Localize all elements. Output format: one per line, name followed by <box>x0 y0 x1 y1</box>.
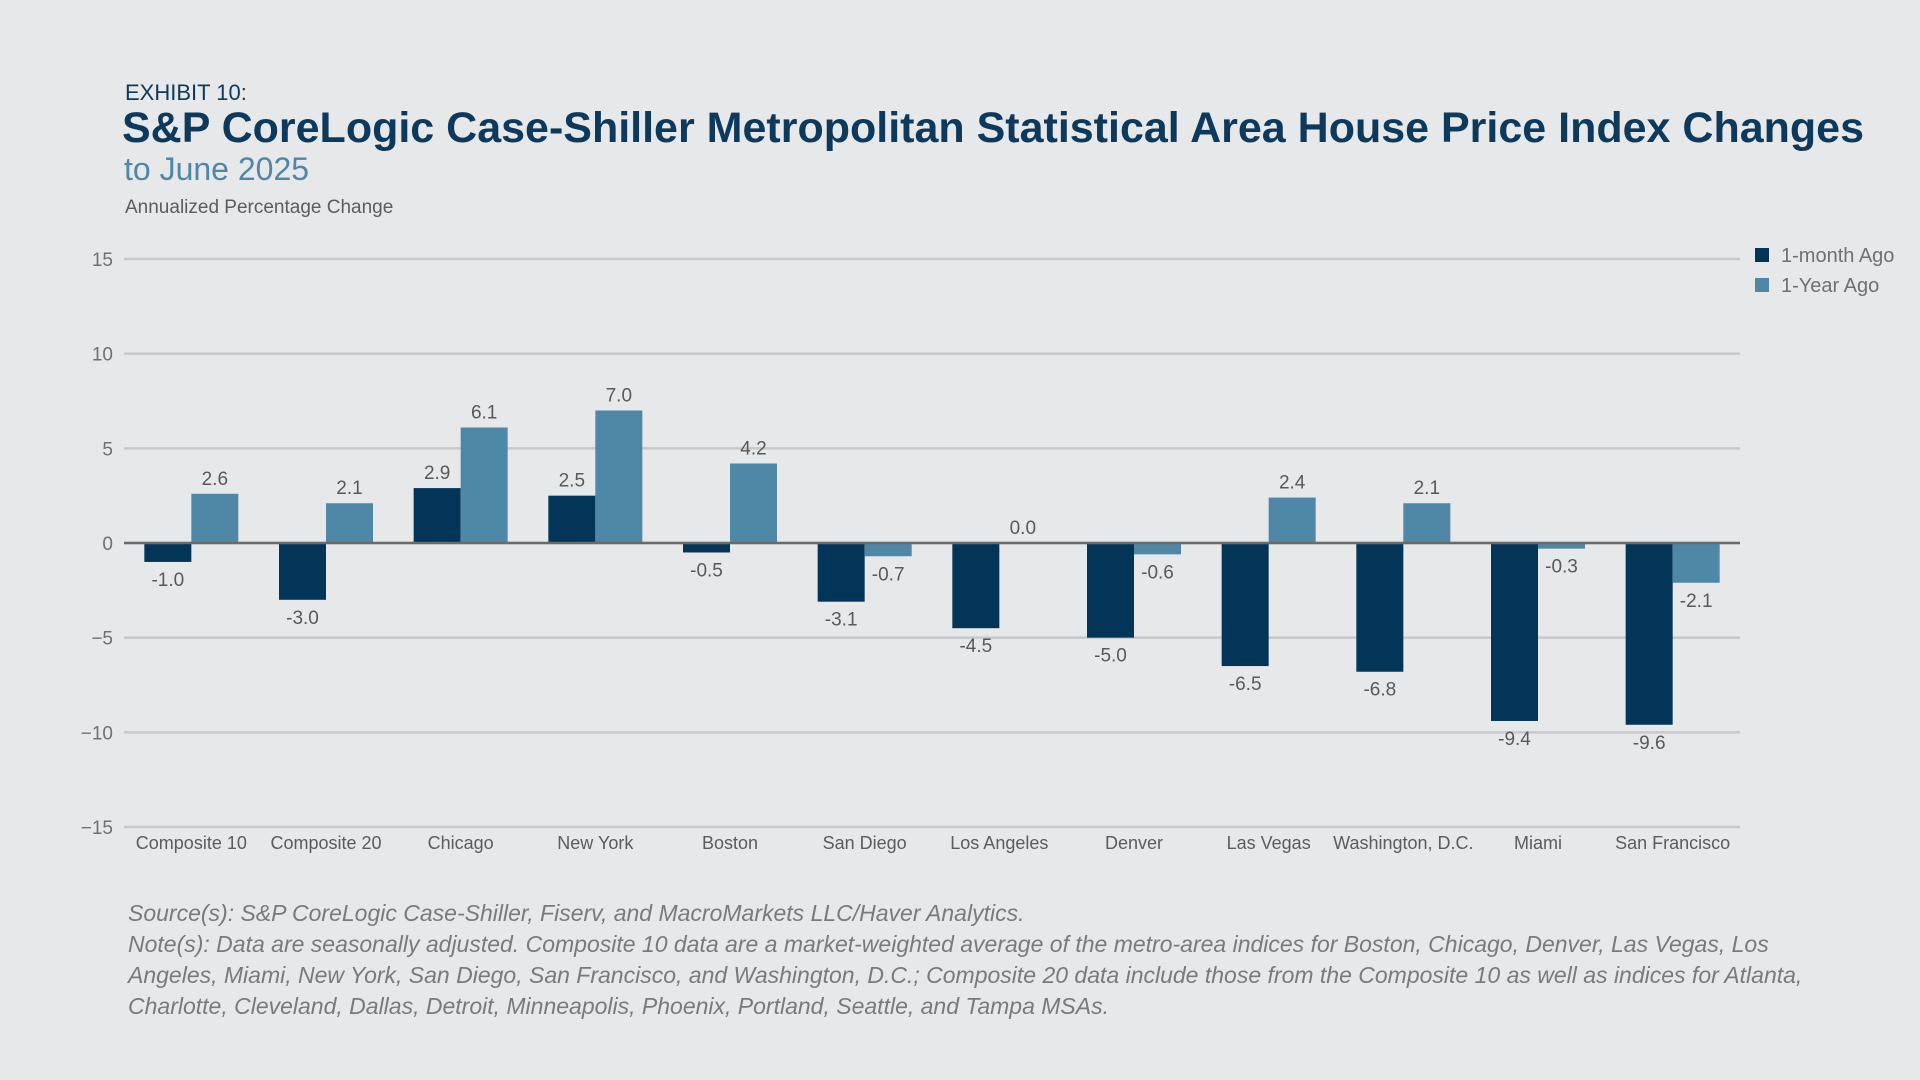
data-label: -0.3 <box>1545 557 1578 578</box>
data-label: -0.6 <box>1141 562 1174 583</box>
bar-one-year <box>1672 543 1720 583</box>
data-label: -6.5 <box>1229 674 1262 695</box>
bar-one-month <box>952 543 1000 629</box>
data-label: 2.6 <box>202 469 228 490</box>
chart-title: S&P CoreLogic Case-Shiller Metropolitan … <box>122 104 1864 152</box>
bar-one-month <box>413 488 461 543</box>
bar-one-year <box>1134 543 1181 555</box>
bar-one-month <box>1356 543 1404 672</box>
x-tick-label: Composite 10 <box>136 833 247 853</box>
bar-one-month <box>1087 543 1134 638</box>
bar-one-month <box>1491 543 1538 721</box>
legend-label: 1-month Ago <box>1781 245 1894 267</box>
data-label: 0.0 <box>1010 518 1036 539</box>
x-tick-label: San Diego <box>823 833 907 853</box>
data-label: -1.0 <box>151 570 184 591</box>
x-tick-label: Chicago <box>428 833 494 853</box>
data-label: -3.1 <box>825 610 858 631</box>
bar-one-month <box>279 543 326 600</box>
x-tick-label: Los Angeles <box>950 833 1048 853</box>
bar-one-year <box>864 543 912 557</box>
data-label: 2.1 <box>1414 478 1440 499</box>
data-label: 2.4 <box>1279 473 1306 494</box>
exhibit-label: EXHIBIT 10: <box>125 80 247 105</box>
chart-notes: Source(s): S&P CoreLogic Case-Shiller, F… <box>128 898 1828 1022</box>
x-tick-label: Composite 20 <box>270 833 381 853</box>
x-tick-label: Miami <box>1514 833 1562 853</box>
y-tick-label: −15 <box>81 818 113 839</box>
data-label: -9.6 <box>1633 733 1666 754</box>
data-label: -4.5 <box>959 636 992 657</box>
bar-one-month <box>144 543 192 562</box>
legend-swatch <box>1755 278 1769 292</box>
x-tick-label: New York <box>557 833 634 853</box>
data-label: 6.1 <box>471 403 497 424</box>
data-label: -9.4 <box>1498 729 1531 750</box>
y-tick-label: 10 <box>92 345 113 366</box>
source-note: Source(s): S&P CoreLogic Case-Shiller, F… <box>128 900 1025 926</box>
x-tick-label: Denver <box>1105 833 1163 853</box>
data-label: -2.1 <box>1680 591 1713 612</box>
x-tick-label: Boston <box>702 833 758 853</box>
x-tick-label: Washington, D.C. <box>1333 833 1473 853</box>
data-label: 2.1 <box>336 478 362 499</box>
x-tick-label: Las Vegas <box>1227 833 1311 853</box>
chart-subtitle: to June 2025 <box>124 151 310 187</box>
y-tick-label: 5 <box>102 439 113 460</box>
data-label: 2.5 <box>559 471 585 492</box>
bar-one-year <box>595 410 643 543</box>
bar-one-month <box>817 543 865 602</box>
data-label: -3.0 <box>286 608 319 629</box>
data-label: 2.9 <box>424 463 450 484</box>
legend-label: 1-Year Ago <box>1781 275 1879 297</box>
bar-one-month <box>1625 543 1673 725</box>
bar-one-year <box>730 463 777 543</box>
data-note: Note(s): Data are seasonally adjusted. C… <box>128 931 1803 1019</box>
data-label: -0.7 <box>872 564 905 585</box>
data-label: 4.2 <box>740 438 766 459</box>
bar-one-year <box>1403 503 1451 543</box>
y-tick-label: 0 <box>102 534 113 555</box>
bar-one-month <box>548 495 596 543</box>
data-label: -0.5 <box>690 560 723 581</box>
bar-chart: 15 10 5 0 −5 −10 −15 -1.0 2.6 Composite 10 -3.0 2.1… <box>81 245 1895 853</box>
bar-one-year <box>1268 497 1316 543</box>
y-axis-title: Annualized Percentage Change <box>125 197 394 218</box>
y-tick-label: −10 <box>81 723 113 744</box>
bar-one-year <box>326 503 373 543</box>
bar-one-year <box>460 427 508 543</box>
bar-one-year <box>1538 543 1585 549</box>
y-tick-label: 15 <box>92 250 113 271</box>
data-label: -6.8 <box>1363 680 1396 701</box>
x-tick-label: San Francisco <box>1615 833 1730 853</box>
legend-swatch <box>1755 248 1769 262</box>
data-label: 7.0 <box>606 385 632 406</box>
bar-one-month <box>683 543 730 553</box>
bar-one-month <box>1221 543 1269 667</box>
y-tick-label: −5 <box>91 629 113 650</box>
bar-one-year <box>191 493 239 543</box>
data-label: -5.0 <box>1094 646 1127 667</box>
